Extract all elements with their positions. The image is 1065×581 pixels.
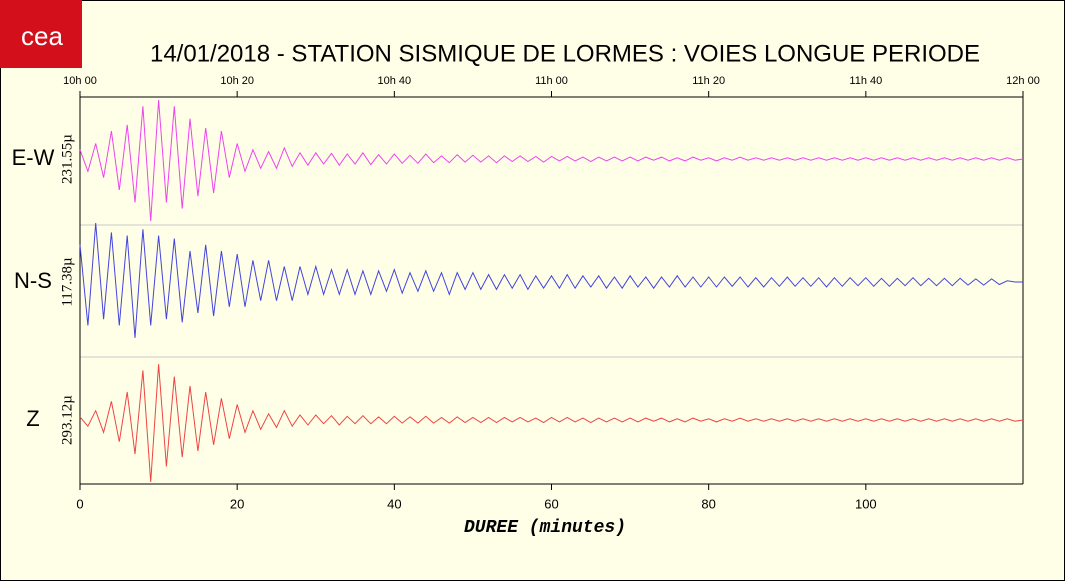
x-tick-label: 100 (855, 496, 877, 511)
x2-tick-label: 11h 40 (849, 75, 882, 87)
chart-title: 14/01/2018 - STATION SISMIQUE DE LORMES … (150, 40, 980, 67)
trace (79, 364, 1024, 483)
x2-tick-label: 10h 20 (220, 75, 254, 87)
scale-label: 117.38µ (59, 257, 75, 307)
trace (79, 100, 1024, 222)
x2-tick-label: 10h 40 (378, 75, 412, 87)
logo-text: cea (21, 21, 63, 51)
channel-label: Z (26, 406, 39, 431)
x2-tick-label: 10h 00 (63, 75, 97, 87)
trace (79, 223, 1023, 338)
x2-tick-label: 11h 20 (692, 75, 725, 87)
x2-tick-label: 12h 00 (1006, 75, 1040, 87)
channel-label: N-S (14, 268, 52, 293)
x-tick-label: 0 (76, 496, 83, 511)
logo-box (0, 0, 82, 68)
x-axis-label: DUREE (minutes) (464, 518, 626, 538)
x-tick-label: 20 (230, 496, 244, 511)
x-tick-label: 60 (544, 496, 558, 511)
scale-label: 293.12µ (59, 395, 75, 445)
x-tick-label: 80 (701, 496, 715, 511)
scale-label: 231.55µ (59, 134, 75, 184)
channel-label: E-W (12, 145, 55, 170)
x-tick-label: 40 (387, 496, 401, 511)
x2-tick-label: 11h 00 (535, 75, 568, 87)
